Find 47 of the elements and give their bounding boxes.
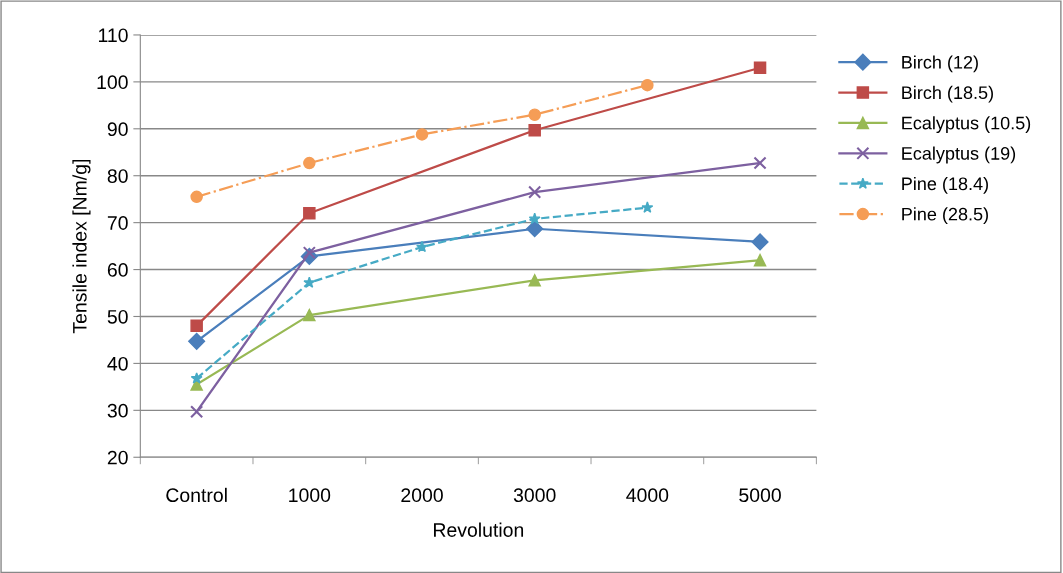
y-tick-label: 100 <box>97 75 128 90</box>
legend-label: Pine (28.5) <box>902 207 988 225</box>
y-tick-label: 20 <box>107 450 128 465</box>
x-tick-label: 4000 <box>626 488 669 503</box>
point <box>751 233 769 251</box>
legend-label: Birch (18.5) <box>902 85 993 103</box>
point <box>416 240 428 253</box>
point <box>303 156 316 170</box>
point <box>303 276 316 288</box>
point <box>303 207 316 220</box>
point <box>753 253 767 267</box>
point <box>641 78 654 92</box>
y-axis-title: Tensile index [Nm/g] <box>72 159 91 334</box>
point <box>190 319 203 333</box>
x-tick-label: 1000 <box>289 488 331 503</box>
point <box>303 308 316 322</box>
legend-label: Ecalyptus (19) <box>902 146 1016 164</box>
y-tick-label: 80 <box>107 169 128 183</box>
y-tick-label: 30 <box>107 403 128 418</box>
y-tick-label: 40 <box>107 356 128 371</box>
point <box>190 372 203 384</box>
x-tick-label: 5000 <box>739 488 781 503</box>
point <box>528 123 541 137</box>
y-tick-label: 90 <box>107 122 128 137</box>
point <box>190 405 204 419</box>
y-tick-label: 70 <box>107 216 128 230</box>
point <box>190 190 203 204</box>
legend-label: Ecalyptus (10.5) <box>902 116 1031 133</box>
legend-label: Birch (12) <box>902 55 978 73</box>
x-axis-title: Revolution <box>434 522 524 537</box>
point <box>415 128 429 141</box>
y-tick-label: 60 <box>107 263 128 277</box>
point <box>528 274 541 287</box>
point <box>528 212 541 225</box>
x-tick-label: Control <box>166 487 227 503</box>
point <box>528 185 542 199</box>
point <box>753 61 767 75</box>
y-tick-label: 50 <box>107 309 128 324</box>
point <box>753 156 767 170</box>
x-tick-label: 3000 <box>513 488 556 503</box>
x-tick-label: 2000 <box>401 488 443 503</box>
legend-label: Pine (18.4) <box>902 176 988 194</box>
point <box>188 332 206 350</box>
point <box>526 220 544 238</box>
y-tick-label: 110 <box>98 28 128 43</box>
point <box>528 108 541 121</box>
point <box>641 201 654 213</box>
